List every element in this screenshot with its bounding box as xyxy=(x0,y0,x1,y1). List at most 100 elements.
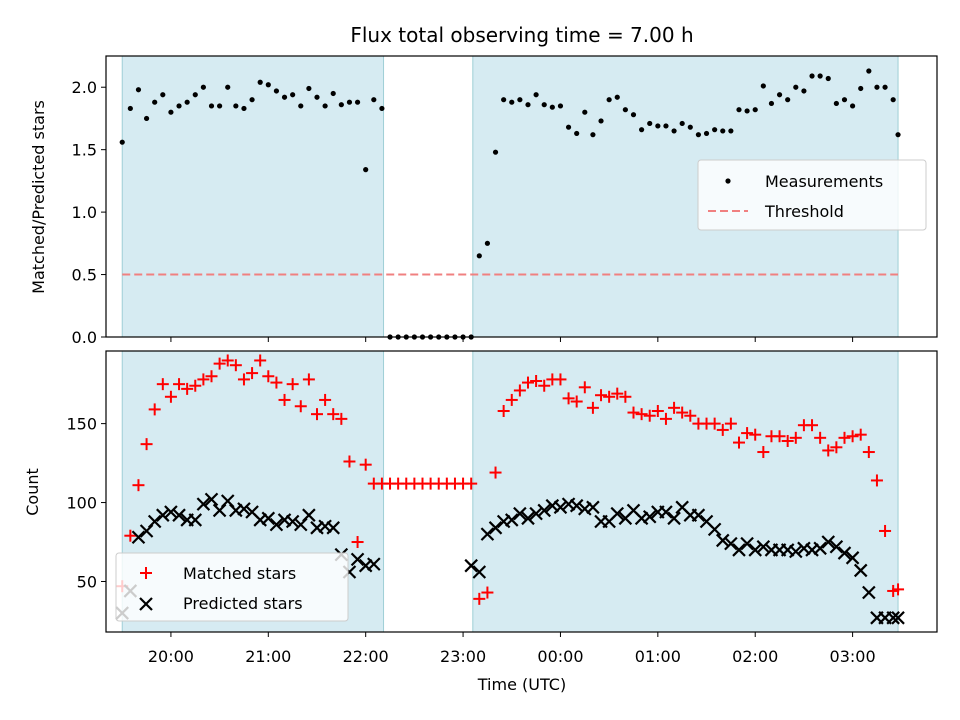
predicted-stars-stroke xyxy=(813,541,827,556)
predicted-stars-stroke xyxy=(732,543,746,557)
predicted-stars-stroke xyxy=(578,502,592,516)
measurement-point xyxy=(135,87,142,93)
matched-stars-point xyxy=(822,444,835,457)
matched-stars-point xyxy=(668,401,681,414)
measurement-point xyxy=(679,120,685,127)
matched-stars-point xyxy=(237,373,250,386)
predicted-stars-point xyxy=(789,544,803,559)
predicted-stars-stroke xyxy=(837,546,852,560)
predicted-stars-point xyxy=(326,521,341,535)
predicted-stars-stroke xyxy=(748,543,762,557)
legend-predicted-marker xyxy=(139,597,153,611)
predicted-stars-stroke xyxy=(740,536,754,551)
matched-stars-point xyxy=(148,403,161,416)
matched-stars-point xyxy=(595,389,608,402)
bottom-legend: Matched stars Predicted stars xyxy=(115,552,349,622)
predicted-stars-point xyxy=(285,514,300,529)
predicted-stars-point xyxy=(164,505,178,519)
matched-stars-point xyxy=(270,376,283,389)
predicted-stars-stroke xyxy=(237,502,251,516)
x-tick-label: 03:00 xyxy=(830,647,876,666)
predicted-stars-point xyxy=(642,509,657,524)
predicted-stars-stroke xyxy=(634,511,649,526)
matched-stars-point xyxy=(310,408,323,421)
measurement-point xyxy=(501,97,507,103)
measurement-point xyxy=(776,92,783,98)
predicted-stars-point xyxy=(188,513,203,527)
matched-stars-point xyxy=(173,378,186,391)
measurement-point xyxy=(565,124,572,130)
y-tick-label: 50 xyxy=(77,572,97,591)
matched-stars-point xyxy=(286,378,299,391)
matched-stars-point xyxy=(124,529,137,542)
predicted-stars-stroke xyxy=(285,514,300,529)
predicted-stars-point xyxy=(853,563,868,578)
matched-stars-point xyxy=(181,382,194,395)
plot-frame xyxy=(105,55,938,338)
matched-stars-point xyxy=(262,370,275,383)
predicted-stars-stroke xyxy=(699,514,714,529)
predicted-stars-stroke xyxy=(821,535,836,549)
predicted-stars-stroke xyxy=(675,500,689,515)
predicted-stars-point xyxy=(464,558,478,573)
measurement-point xyxy=(655,123,661,129)
predicted-stars-stroke xyxy=(245,505,259,519)
predicted-stars-stroke xyxy=(367,557,381,571)
measurement-point xyxy=(168,109,174,115)
matched-stars-point xyxy=(676,406,689,419)
predicted-stars-stroke xyxy=(610,506,625,521)
matched-stars-point xyxy=(562,392,575,405)
predicted-stars-point xyxy=(196,497,211,511)
predicted-stars-point xyxy=(131,530,146,545)
matched-stars-point xyxy=(773,430,786,443)
predicted-stars-stroke xyxy=(204,492,219,507)
matched-stars-point xyxy=(741,427,754,440)
measurement-point xyxy=(549,104,555,110)
matched-stars-point xyxy=(603,390,616,403)
x-tick-label: 02:00 xyxy=(732,647,778,666)
predicted-stars-point xyxy=(269,517,284,532)
predicted-stars-point xyxy=(845,551,860,565)
matched-stars-point xyxy=(806,419,819,432)
predicted-stars-point xyxy=(521,511,535,526)
measurement-point xyxy=(257,79,263,85)
predicted-stars-point xyxy=(837,546,852,560)
predicted-stars-stroke xyxy=(261,511,276,526)
predicted-stars-point xyxy=(147,514,162,529)
matched-stars-point xyxy=(635,408,648,421)
measurement-point xyxy=(622,107,628,113)
measurement-point xyxy=(695,132,702,138)
measurement-point xyxy=(760,83,766,89)
matched-stars-point xyxy=(481,586,494,599)
matched-stars-point xyxy=(246,367,259,380)
predicted-stars-point xyxy=(667,511,681,526)
measurement-point xyxy=(290,92,296,98)
matched-stars-point xyxy=(505,393,518,406)
top-legend: Measurements Threshold xyxy=(697,159,927,231)
predicted-stars-stroke xyxy=(488,521,503,535)
predicted-stars-stroke xyxy=(147,514,162,529)
predicted-stars-stroke xyxy=(521,511,535,526)
predicted-stars-stroke xyxy=(196,497,211,511)
measurement-point xyxy=(712,127,718,133)
measurement-point xyxy=(825,75,831,82)
matched-stars-point xyxy=(789,431,802,444)
measurement-point xyxy=(298,103,304,109)
predicted-stars-point xyxy=(156,508,170,522)
measurement-point xyxy=(752,107,758,113)
matched-stars-point xyxy=(213,357,226,370)
matched-stars-point xyxy=(716,423,729,436)
predicted-stars-stroke xyxy=(358,558,373,573)
matched-stars-point xyxy=(627,406,640,419)
predicted-stars-stroke xyxy=(513,506,527,521)
measurement-point xyxy=(895,132,901,138)
predicted-stars-stroke xyxy=(496,514,511,529)
predicted-stars-stroke xyxy=(569,498,584,513)
predicted-stars-point xyxy=(553,500,568,515)
measurement-point xyxy=(176,103,182,109)
x-tick-label: 20:00 xyxy=(148,647,194,666)
matched-stars-point xyxy=(586,401,599,414)
measurement-point xyxy=(492,149,499,155)
predicted-stars-stroke xyxy=(862,585,876,600)
